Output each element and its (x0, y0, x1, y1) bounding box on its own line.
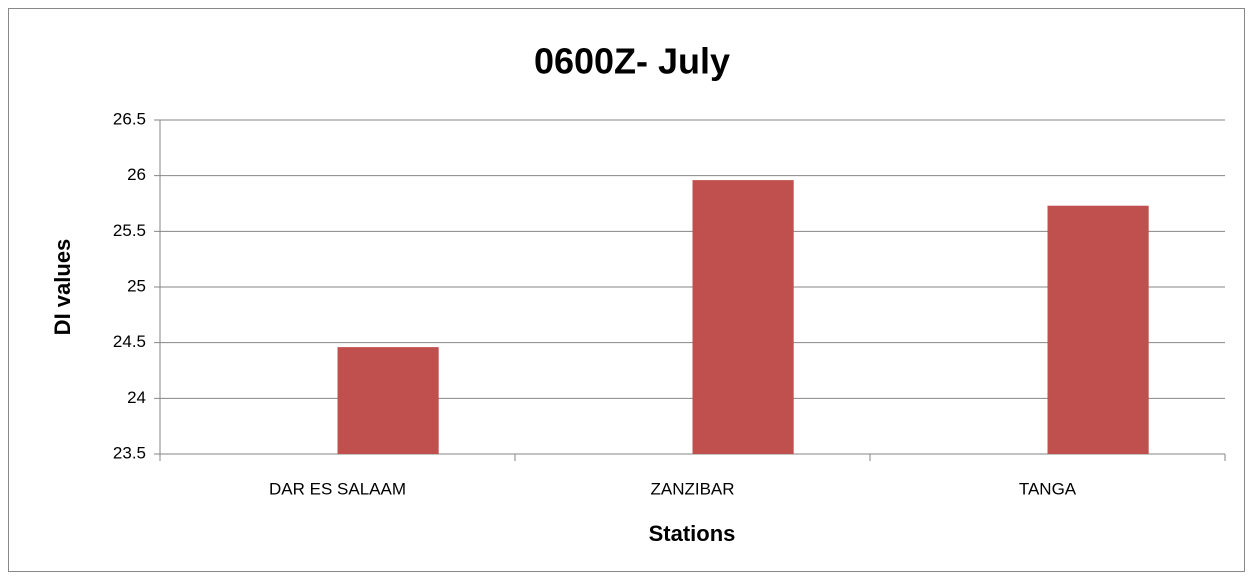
y-tick-label: 23.5 (113, 443, 146, 462)
x-tick-label: TANGA (1019, 479, 1077, 498)
x-tick-label: DAR ES SALAAM (269, 479, 406, 498)
x-tick-label: ZANZIBAR (650, 479, 734, 498)
y-tick-label: 24.5 (113, 332, 146, 351)
y-tick-label: 25.5 (113, 221, 146, 240)
y-tick-label: 26.5 (113, 109, 146, 128)
y-tick-label: 26 (127, 165, 146, 184)
y-tick-label: 25 (127, 276, 146, 295)
chart-border (8, 8, 1245, 572)
chart-title: 0600Z- July (534, 41, 730, 82)
x-axis-title: Stations (649, 521, 736, 546)
y-axis-title: DI values (50, 239, 75, 336)
bar (692, 180, 794, 454)
bar (337, 347, 439, 454)
bar (1047, 205, 1149, 454)
y-tick-label: 24 (127, 388, 146, 407)
